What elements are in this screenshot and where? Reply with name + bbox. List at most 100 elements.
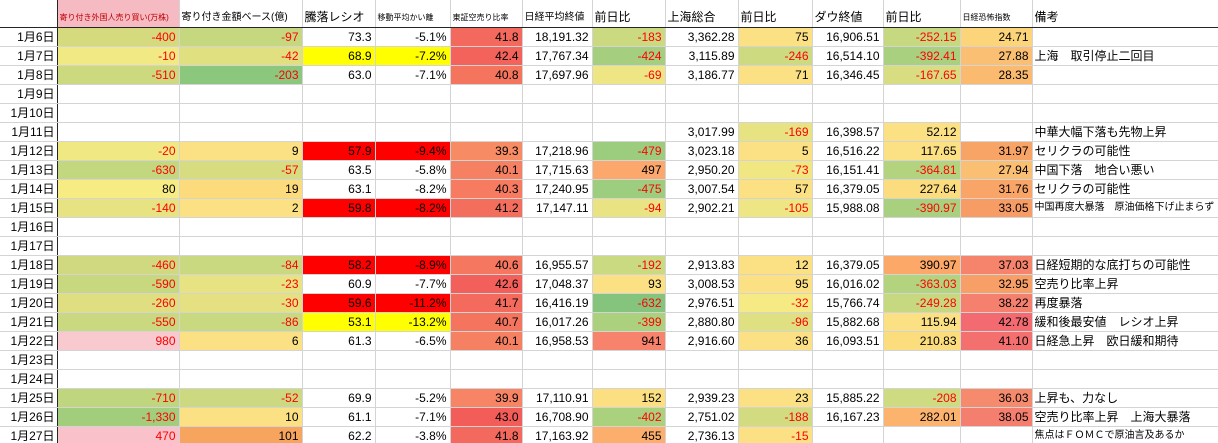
cell-dow[interactable]: 16,093.51 [812,331,884,351]
cell-date[interactable]: 1月23日 [0,350,58,370]
cell-ratio[interactable] [302,122,376,142]
cell-shanghai[interactable]: 2,950.20 [665,160,739,180]
cell-nikkei[interactable]: 16,958.53 [522,331,593,351]
cell-nikkei[interactable]: 16,708.90 [522,407,593,427]
cell-shanghai_chg[interactable] [738,350,813,370]
cell-dow[interactable] [812,217,884,237]
cell-short_sell[interactable]: 41.8 [450,27,523,47]
cell-short_sell[interactable]: 40.8 [450,65,523,85]
cell-ratio[interactable]: 53.1 [302,312,376,332]
cell-dow_chg[interactable] [883,84,961,104]
cell-foreign[interactable]: -260 [57,293,180,313]
cell-vix[interactable]: 38.05 [960,407,1033,427]
cell-vix[interactable] [960,84,1033,104]
cell-date[interactable]: 1月16日 [0,217,58,237]
cell-nikkei_chg[interactable]: -183 [592,27,666,47]
cell-vix[interactable]: 38.22 [960,293,1033,313]
cell-dow_chg[interactable] [883,350,961,370]
cell-nikkei[interactable]: 16,955.57 [522,255,593,275]
cell-dow_chg[interactable] [883,369,961,389]
cell-nikkei_chg[interactable]: 455 [592,426,666,443]
cell-note[interactable]: 緩和後最安値 レシオ上昇 [1032,312,1218,332]
cell-ratio[interactable]: 73.3 [302,27,376,47]
cell-note[interactable] [1032,236,1218,256]
cell-date[interactable]: 1月25日 [0,388,58,408]
cell-dow[interactable]: 15,882.68 [812,312,884,332]
cell-vix[interactable]: 31.76 [960,179,1033,199]
cell-short_sell[interactable] [450,236,523,256]
cell-dow[interactable]: 15,988.08 [812,198,884,218]
cell-note[interactable] [1032,84,1218,104]
cell-ratio[interactable]: 59.8 [302,198,376,218]
cell-foreign[interactable]: 80 [57,179,180,199]
cell-vix[interactable] [960,350,1033,370]
cell-note[interactable]: セリクラの可能性 [1032,179,1218,199]
cell-amount[interactable]: 101 [179,426,303,443]
cell-nikkei[interactable]: 17,697.96 [522,65,593,85]
cell-nikkei[interactable] [522,103,593,123]
cell-dow_chg[interactable]: 282.01 [883,407,961,427]
cell-nikkei[interactable]: 17,240.95 [522,179,593,199]
cell-nikkei_chg[interactable]: -424 [592,46,666,66]
cell-dow[interactable]: 16,379.05 [812,179,884,199]
cell-ma_dev[interactable]: -6.5% [375,331,451,351]
cell-shanghai_chg[interactable]: -15 [738,426,813,443]
cell-dow_chg[interactable]: -249.28 [883,293,961,313]
cell-vix[interactable]: 36.03 [960,388,1033,408]
cell-ma_dev[interactable] [375,103,451,123]
cell-dow_chg[interactable]: 390.97 [883,255,961,275]
header-date[interactable] [0,0,58,28]
cell-shanghai[interactable] [665,369,739,389]
cell-nikkei_chg[interactable] [592,122,666,142]
cell-ratio[interactable]: 61.3 [302,331,376,351]
cell-amount[interactable]: -97 [179,27,303,47]
cell-shanghai_chg[interactable]: 12 [738,255,813,275]
cell-dow[interactable] [812,369,884,389]
header-note[interactable]: 備考 [1032,0,1218,28]
cell-dow_chg[interactable]: 117.65 [883,141,961,161]
cell-shanghai[interactable]: 3,362.28 [665,27,739,47]
cell-vix[interactable] [960,103,1033,123]
cell-dow[interactable] [812,350,884,370]
cell-short_sell[interactable]: 39.9 [450,388,523,408]
cell-dow_chg[interactable] [883,103,961,123]
cell-shanghai[interactable]: 2,902.21 [665,198,739,218]
cell-short_sell[interactable]: 42.6 [450,274,523,294]
cell-amount[interactable] [179,350,303,370]
cell-foreign[interactable]: -510 [57,65,180,85]
cell-dow_chg[interactable]: 52.12 [883,122,961,142]
cell-dow_chg[interactable] [883,236,961,256]
cell-note[interactable]: 焦点はＦＯＭＣで原油言及あるか [1032,426,1218,443]
cell-dow_chg[interactable]: 210.83 [883,331,961,351]
cell-dow[interactable]: 15,766.74 [812,293,884,313]
cell-ma_dev[interactable]: -5.2% [375,388,451,408]
cell-ratio[interactable]: 60.9 [302,274,376,294]
cell-short_sell[interactable]: 41.2 [450,198,523,218]
cell-shanghai_chg[interactable] [738,369,813,389]
cell-ratio[interactable] [302,217,376,237]
cell-dow[interactable]: 15,885.22 [812,388,884,408]
cell-note[interactable]: 空売り比率上昇 [1032,274,1218,294]
header-nikkei[interactable]: 日経平均終値 [522,0,593,28]
cell-note[interactable]: 上海 取引停止二回目 [1032,46,1218,66]
cell-dow_chg[interactable]: -167.65 [883,65,961,85]
header-ma_dev[interactable]: 移動平均かい離 [375,0,451,28]
cell-dow_chg[interactable]: -364.81 [883,160,961,180]
cell-dow_chg[interactable] [883,426,961,443]
cell-nikkei_chg[interactable] [592,369,666,389]
cell-shanghai[interactable] [665,103,739,123]
cell-shanghai[interactable]: 3,017.99 [665,122,739,142]
cell-shanghai_chg[interactable]: 71 [738,65,813,85]
cell-short_sell[interactable]: 40.3 [450,179,523,199]
cell-amount[interactable] [179,217,303,237]
cell-ma_dev[interactable]: -13.2% [375,312,451,332]
cell-date[interactable]: 1月6日 [0,27,58,47]
cell-nikkei[interactable] [522,369,593,389]
cell-shanghai[interactable]: 3,007.54 [665,179,739,199]
cell-note[interactable]: 中国再度大暴落 原油価格下げ止まらず [1032,198,1218,218]
cell-nikkei_chg[interactable] [592,217,666,237]
cell-vix[interactable]: 31.97 [960,141,1033,161]
cell-nikkei_chg[interactable]: -69 [592,65,666,85]
cell-shanghai[interactable] [665,84,739,104]
cell-amount[interactable] [179,122,303,142]
